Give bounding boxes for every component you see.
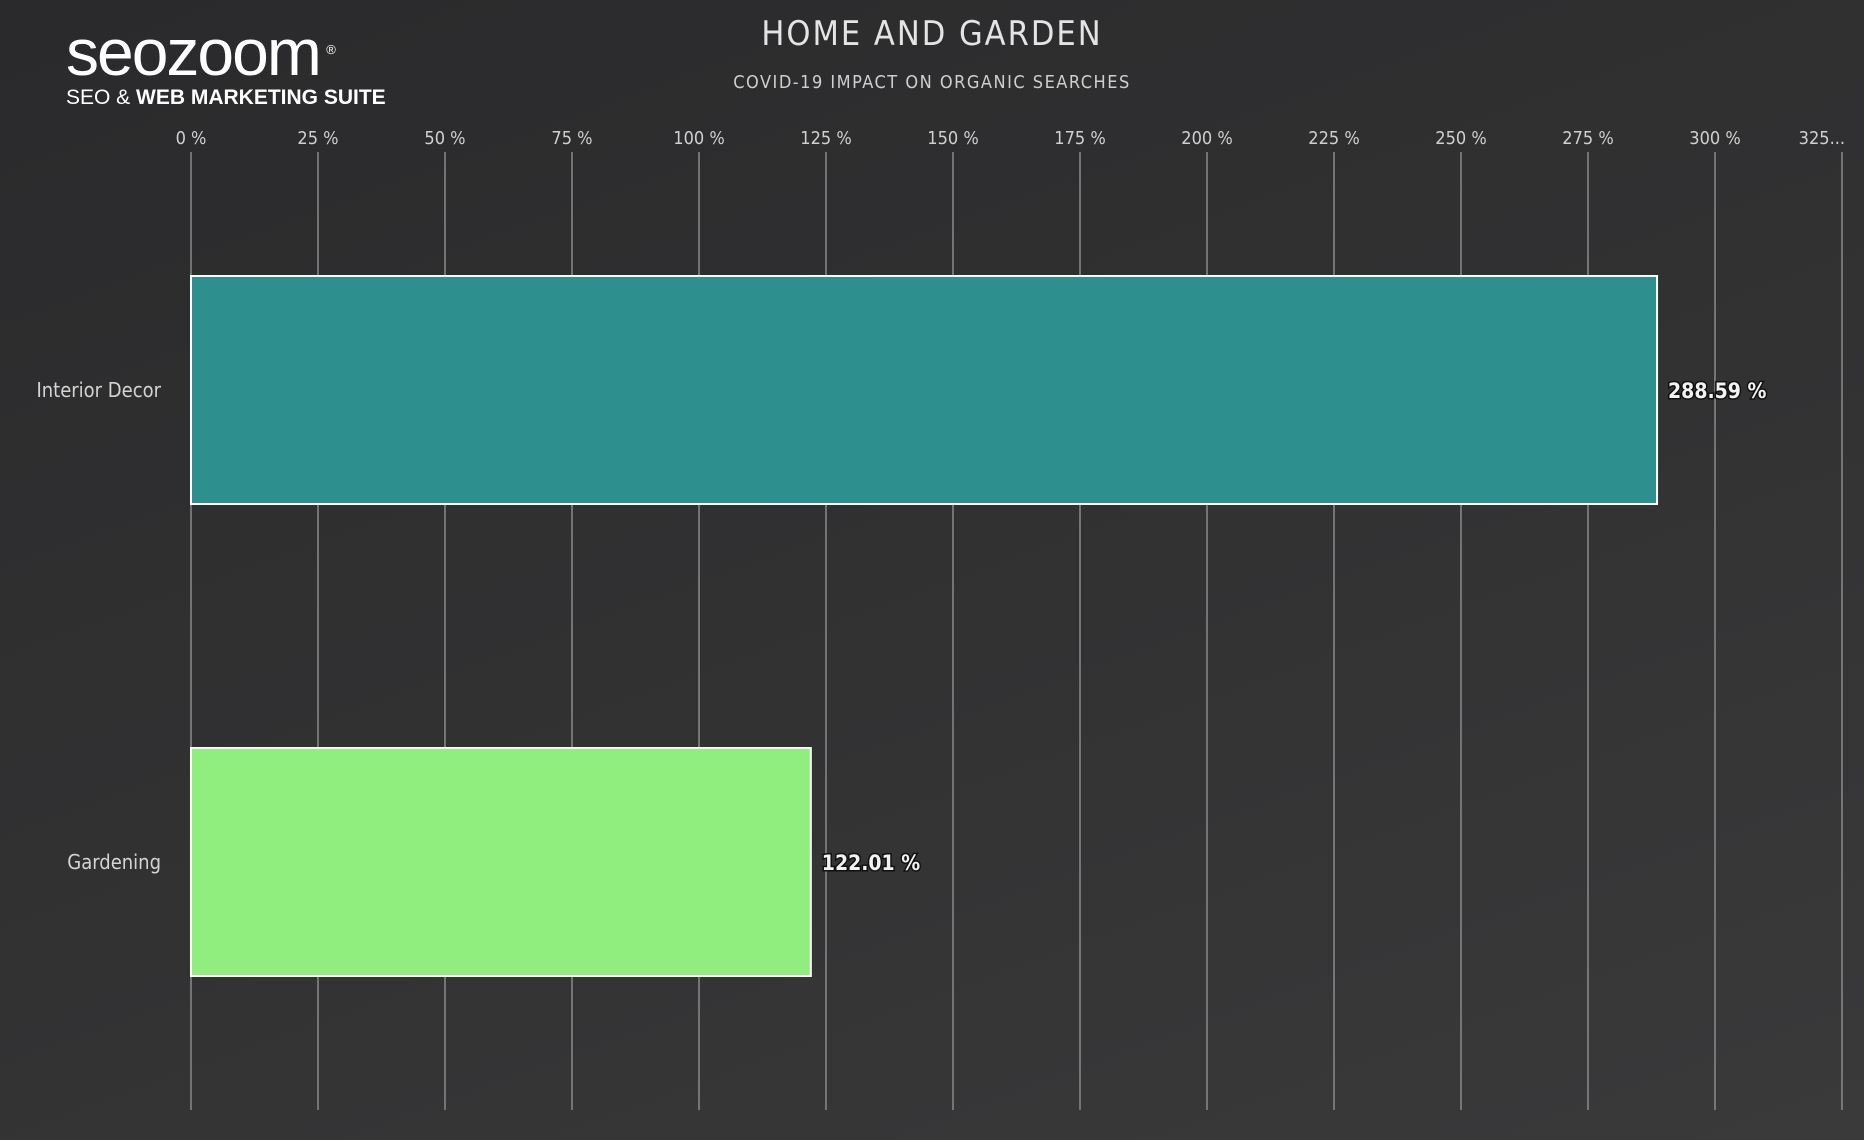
category-label: Interior Decor xyxy=(36,378,161,402)
logo-tagline-bold: WEB MARKETING SUITE xyxy=(136,86,386,109)
x-tick-label: 125 % xyxy=(800,128,851,149)
x-tick-label: 50 % xyxy=(424,128,465,149)
x-tick-label: 250 % xyxy=(1435,128,1486,149)
x-tick-label: 175 % xyxy=(1054,128,1105,149)
logo-tagline-prefix: SEO & xyxy=(66,86,137,109)
logo-text: seozoom xyxy=(66,15,322,89)
logo-wordmark: seozoom ® xyxy=(66,19,336,85)
chart-subtitle: COVID-19 IMPACT ON ORGANIC SEARCHES xyxy=(733,72,1131,93)
data-label: 288.59 % xyxy=(1668,379,1766,403)
x-tick-label: 25 % xyxy=(297,128,338,149)
x-tick-label: 325... xyxy=(1799,128,1845,149)
x-axis: 0 % 25 % 50 % 75 % 100 % 125 % 150 % 175 % 200 %… xyxy=(176,128,1845,149)
logo-tagline: SEO & WEB MARKETING SUITE xyxy=(66,86,386,110)
bars-layer xyxy=(190,275,1659,977)
x-tick-label: 300 % xyxy=(1689,128,1740,149)
labels-layer: Interior Decor 288.59 % Gardening 122.01 % xyxy=(36,378,1768,877)
x-tick-label: 225 % xyxy=(1308,128,1359,149)
bar xyxy=(190,275,1659,505)
x-tick-label: 200 % xyxy=(1181,128,1232,149)
category-label: Gardening xyxy=(67,850,161,874)
x-tick-label: 275 % xyxy=(1562,128,1613,149)
seozoom-logo: seozoom ® SEO & WEB MARKETING SUITE xyxy=(66,19,386,110)
x-tick-label: 75 % xyxy=(551,128,592,149)
x-tick-label: 100 % xyxy=(673,128,724,149)
chart-title: HOME AND GARDEN xyxy=(761,14,1103,54)
bar xyxy=(190,747,812,977)
x-tick-label: 0 % xyxy=(176,128,207,149)
registered-mark: ® xyxy=(326,42,336,57)
data-label: 122.01 % xyxy=(822,851,920,875)
x-tick-label: 150 % xyxy=(927,128,978,149)
